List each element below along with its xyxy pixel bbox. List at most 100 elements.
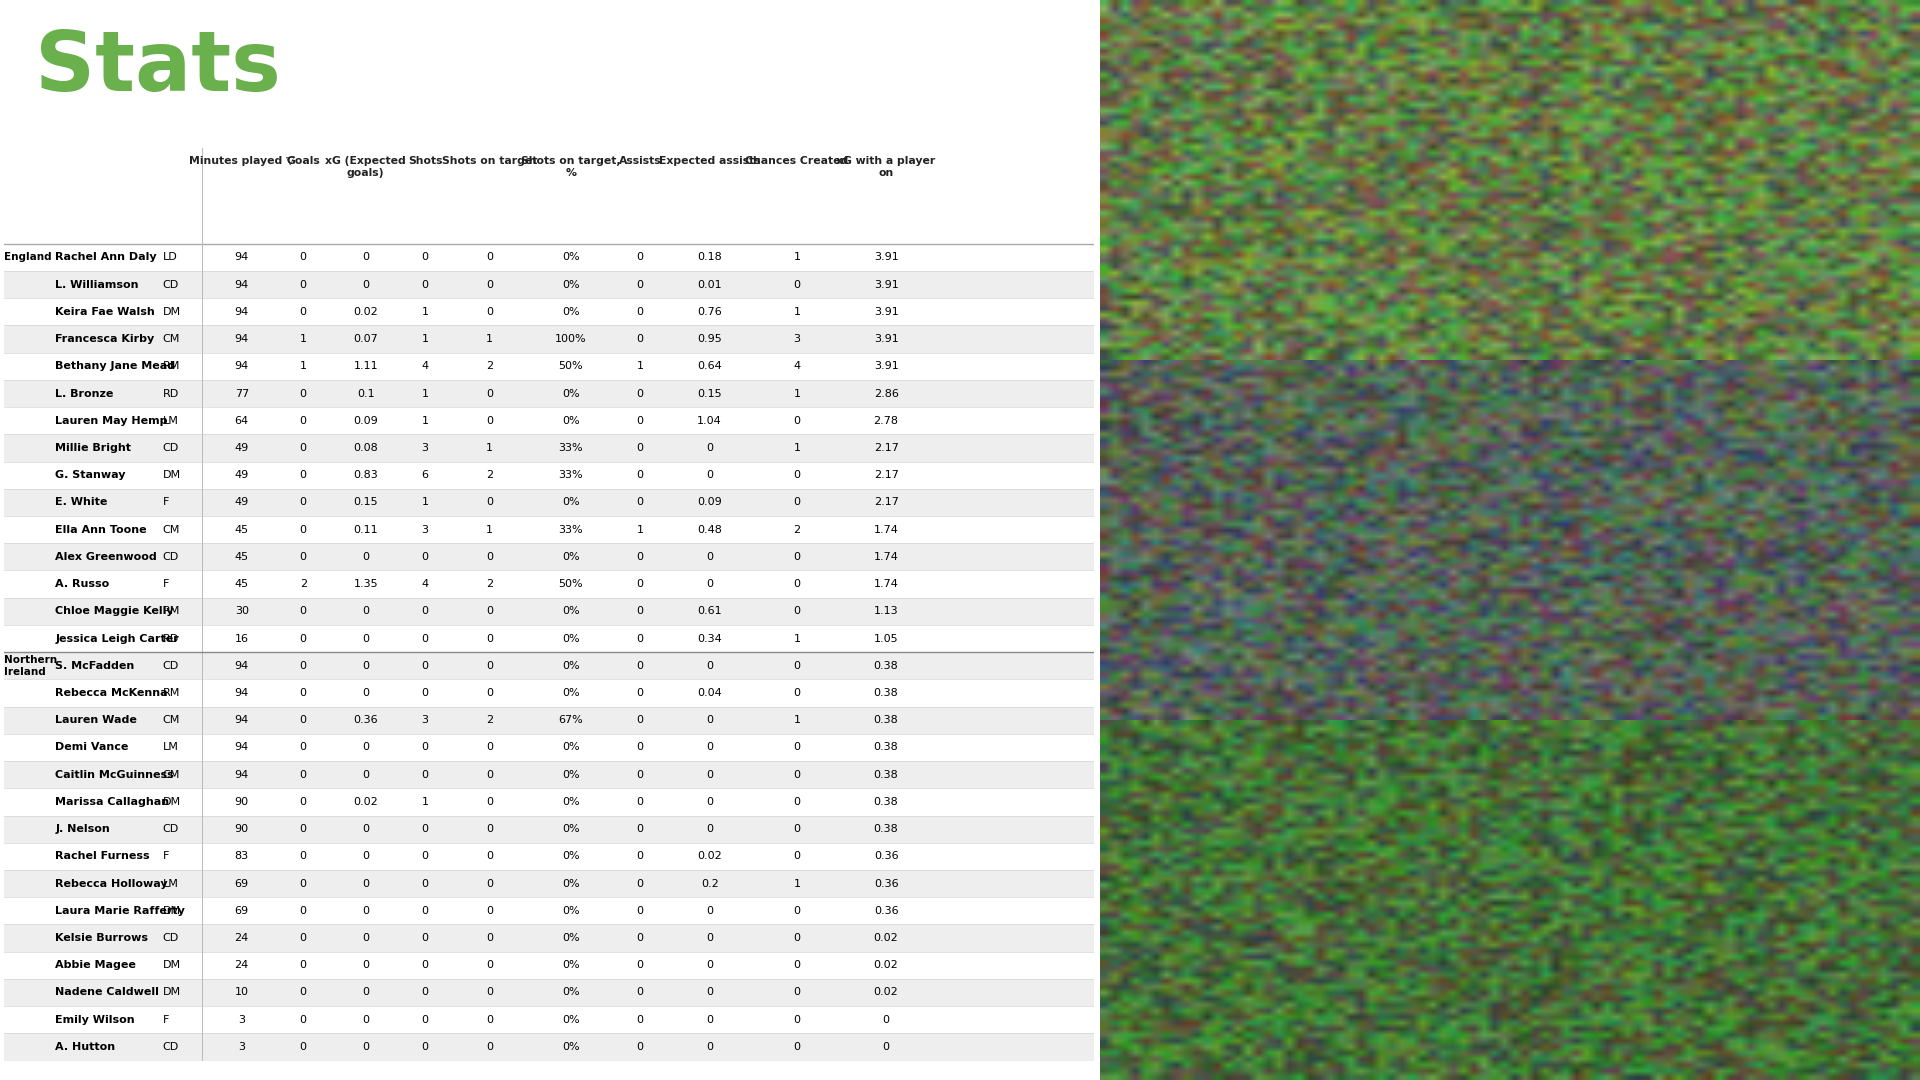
Text: 0%: 0% bbox=[563, 661, 580, 671]
Text: F: F bbox=[163, 851, 169, 862]
Text: 0: 0 bbox=[486, 416, 493, 426]
Text: 0: 0 bbox=[422, 634, 428, 644]
Text: 1: 1 bbox=[793, 253, 801, 262]
Text: 1: 1 bbox=[793, 389, 801, 399]
Text: 0: 0 bbox=[300, 634, 307, 644]
Text: 0.38: 0.38 bbox=[874, 688, 899, 698]
Text: 0: 0 bbox=[422, 1042, 428, 1052]
Text: 3.91: 3.91 bbox=[874, 362, 899, 372]
Text: 0%: 0% bbox=[563, 416, 580, 426]
Text: 1: 1 bbox=[422, 416, 428, 426]
Text: 0: 0 bbox=[363, 742, 369, 753]
Text: 0: 0 bbox=[637, 552, 643, 562]
Text: G. Stanway: G. Stanway bbox=[56, 470, 127, 481]
Text: 3: 3 bbox=[238, 1042, 246, 1052]
Text: 0: 0 bbox=[363, 851, 369, 862]
Text: 0.36: 0.36 bbox=[874, 879, 899, 889]
Text: 0.38: 0.38 bbox=[874, 824, 899, 834]
Text: 16: 16 bbox=[234, 634, 250, 644]
Text: 0%: 0% bbox=[563, 1015, 580, 1025]
Text: RM: RM bbox=[163, 688, 180, 698]
Text: 1: 1 bbox=[793, 634, 801, 644]
Text: CM: CM bbox=[163, 334, 180, 345]
Text: 0: 0 bbox=[707, 824, 712, 834]
Text: 0.11: 0.11 bbox=[353, 525, 378, 535]
Text: 0: 0 bbox=[422, 661, 428, 671]
Text: 0: 0 bbox=[363, 688, 369, 698]
Text: 69: 69 bbox=[234, 906, 250, 916]
Text: CD: CD bbox=[163, 443, 179, 453]
Text: 94: 94 bbox=[234, 280, 250, 289]
Text: 0: 0 bbox=[300, 661, 307, 671]
Text: A. Russo: A. Russo bbox=[56, 579, 109, 589]
Text: 0: 0 bbox=[486, 824, 493, 834]
Text: 0: 0 bbox=[422, 253, 428, 262]
Text: 0: 0 bbox=[363, 824, 369, 834]
Text: 0: 0 bbox=[707, 797, 712, 807]
Text: Shots on target: Shots on target bbox=[442, 156, 538, 165]
Text: 0: 0 bbox=[363, 933, 369, 943]
Text: 0%: 0% bbox=[563, 742, 580, 753]
Text: 0: 0 bbox=[363, 280, 369, 289]
Bar bbox=[4, 924, 1094, 951]
Text: 1: 1 bbox=[486, 334, 493, 345]
Text: Jessica Leigh Carter: Jessica Leigh Carter bbox=[56, 634, 179, 644]
Text: Rebecca Holloway: Rebecca Holloway bbox=[56, 879, 169, 889]
Text: 33%: 33% bbox=[559, 525, 584, 535]
Text: CD: CD bbox=[163, 661, 179, 671]
Text: 83: 83 bbox=[234, 851, 250, 862]
Text: 0: 0 bbox=[300, 906, 307, 916]
Text: 1: 1 bbox=[422, 307, 428, 316]
Text: 0: 0 bbox=[422, 824, 428, 834]
Text: 0.36: 0.36 bbox=[874, 851, 899, 862]
Bar bbox=[4, 733, 1094, 761]
Text: 0: 0 bbox=[300, 879, 307, 889]
Text: Keira Fae Walsh: Keira Fae Walsh bbox=[56, 307, 156, 316]
Text: 0: 0 bbox=[707, 1042, 712, 1052]
Text: LM: LM bbox=[163, 416, 179, 426]
Text: 0: 0 bbox=[300, 933, 307, 943]
Text: 0: 0 bbox=[422, 742, 428, 753]
Text: 0: 0 bbox=[363, 879, 369, 889]
Text: 90: 90 bbox=[234, 797, 250, 807]
Text: 2.17: 2.17 bbox=[874, 470, 899, 481]
Text: 0: 0 bbox=[637, 715, 643, 726]
Text: CD: CD bbox=[163, 1042, 179, 1052]
Text: xG (Expected
goals): xG (Expected goals) bbox=[324, 156, 405, 178]
Text: 0: 0 bbox=[883, 1015, 889, 1025]
Text: 2: 2 bbox=[793, 525, 801, 535]
Text: 30: 30 bbox=[234, 606, 250, 617]
Text: 0: 0 bbox=[300, 797, 307, 807]
Text: 10: 10 bbox=[234, 987, 250, 998]
Text: 0%: 0% bbox=[563, 606, 580, 617]
Text: 24: 24 bbox=[234, 933, 250, 943]
Bar bbox=[4, 978, 1094, 1007]
Bar bbox=[4, 298, 1094, 325]
Text: 0: 0 bbox=[707, 715, 712, 726]
Text: Emily Wilson: Emily Wilson bbox=[56, 1015, 134, 1025]
Text: 0: 0 bbox=[422, 906, 428, 916]
Text: Stats: Stats bbox=[35, 27, 280, 108]
Text: 0: 0 bbox=[300, 253, 307, 262]
Text: 0: 0 bbox=[486, 797, 493, 807]
Text: 1: 1 bbox=[422, 389, 428, 399]
Text: CD: CD bbox=[163, 552, 179, 562]
Text: 49: 49 bbox=[234, 470, 250, 481]
Text: S. McFadden: S. McFadden bbox=[56, 661, 134, 671]
Text: 0: 0 bbox=[793, 770, 801, 780]
Text: 0: 0 bbox=[637, 389, 643, 399]
Text: 0: 0 bbox=[300, 525, 307, 535]
Text: 0.61: 0.61 bbox=[697, 606, 722, 617]
Text: 1: 1 bbox=[637, 362, 643, 372]
Text: 2: 2 bbox=[486, 470, 493, 481]
Text: 1: 1 bbox=[422, 334, 428, 345]
Text: 0: 0 bbox=[300, 824, 307, 834]
Text: 0: 0 bbox=[637, 634, 643, 644]
Text: 0: 0 bbox=[486, 552, 493, 562]
Text: CM: CM bbox=[163, 770, 180, 780]
Text: 0%: 0% bbox=[563, 960, 580, 970]
Text: Demi Vance: Demi Vance bbox=[56, 742, 129, 753]
Text: 0%: 0% bbox=[563, 552, 580, 562]
Text: 2: 2 bbox=[486, 715, 493, 726]
Text: 0%: 0% bbox=[563, 634, 580, 644]
